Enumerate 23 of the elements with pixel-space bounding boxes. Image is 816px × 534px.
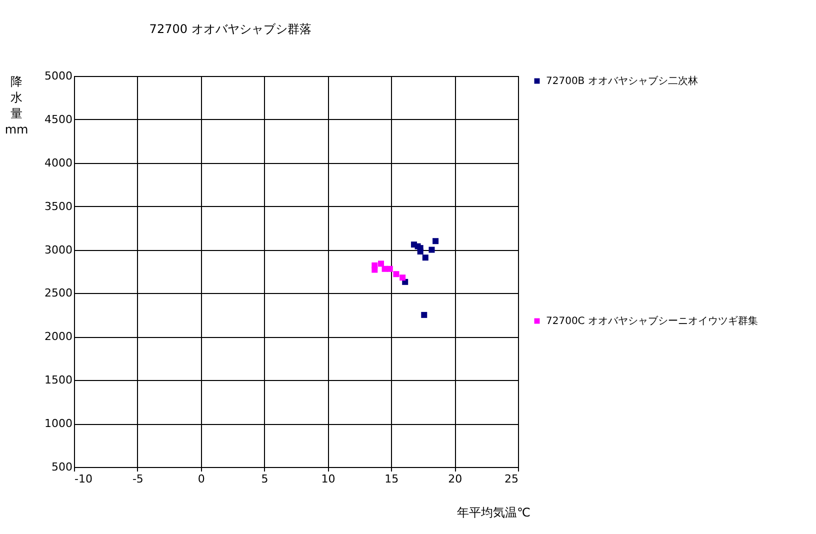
y-tick-label: 4000 bbox=[44, 156, 72, 170]
y-tick-label: 2000 bbox=[44, 330, 72, 344]
x-tick-label: 10 bbox=[321, 472, 336, 486]
y-axis-title: 降水量 mm bbox=[4, 74, 28, 136]
y-tick-label: 2500 bbox=[44, 286, 72, 300]
x-tick-label: -5 bbox=[132, 472, 144, 486]
chart-title: 72700 オオバヤシャブシ群落 bbox=[149, 22, 312, 36]
x-axis-title: 年平均気温℃ bbox=[457, 506, 530, 520]
x-tick-label: 15 bbox=[384, 472, 399, 486]
legend-label: 72700C オオバヤシャブシーニオイウツギ群集 bbox=[546, 315, 758, 327]
y-tick-label: 4500 bbox=[44, 112, 72, 126]
y-tick-label: 1500 bbox=[44, 374, 72, 387]
y-tick-label: 3000 bbox=[44, 243, 72, 256]
y-tick-label: 3500 bbox=[44, 200, 72, 213]
y-tick-label: 1000 bbox=[44, 417, 72, 430]
x-tick-label: -10 bbox=[74, 472, 92, 486]
legend-label: 72700B オオバヤシャブシ二次林 bbox=[546, 75, 698, 87]
x-tick-label: 20 bbox=[448, 472, 462, 486]
y-tick-label: 500 bbox=[52, 460, 72, 474]
x-tick-label: 5 bbox=[261, 472, 268, 486]
x-tick-label: 0 bbox=[198, 472, 205, 486]
y-tick-label: 5000 bbox=[44, 70, 72, 82]
x-tick-label: 25 bbox=[504, 472, 518, 486]
